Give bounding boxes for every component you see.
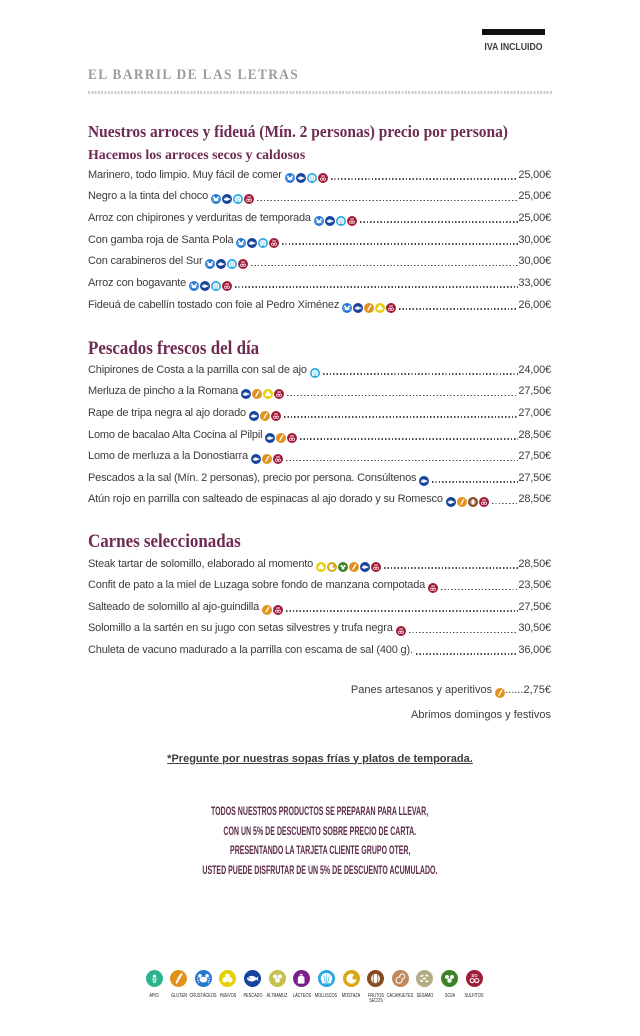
svg-text:SO: SO <box>471 973 478 978</box>
svg-text:SO: SO <box>273 240 277 243</box>
svg-text:SO: SO <box>431 585 435 588</box>
svg-text:SO: SO <box>374 564 378 567</box>
svg-text:SO: SO <box>247 196 251 199</box>
svg-text:SO: SO <box>276 607 280 610</box>
svg-text:SO: SO <box>276 456 280 459</box>
svg-text:SO: SO <box>225 283 229 286</box>
svg-text:SO: SO <box>482 499 486 502</box>
svg-text:SO: SO <box>277 391 281 394</box>
svg-text:SO: SO <box>399 628 403 631</box>
svg-text:SO: SO <box>321 175 325 178</box>
svg-text:SO: SO <box>389 305 393 308</box>
svg-text:SO: SO <box>291 435 295 438</box>
svg-text:SO: SO <box>242 261 246 264</box>
svg-text:SO: SO <box>350 218 354 221</box>
svg-text:SO: SO <box>274 413 278 416</box>
